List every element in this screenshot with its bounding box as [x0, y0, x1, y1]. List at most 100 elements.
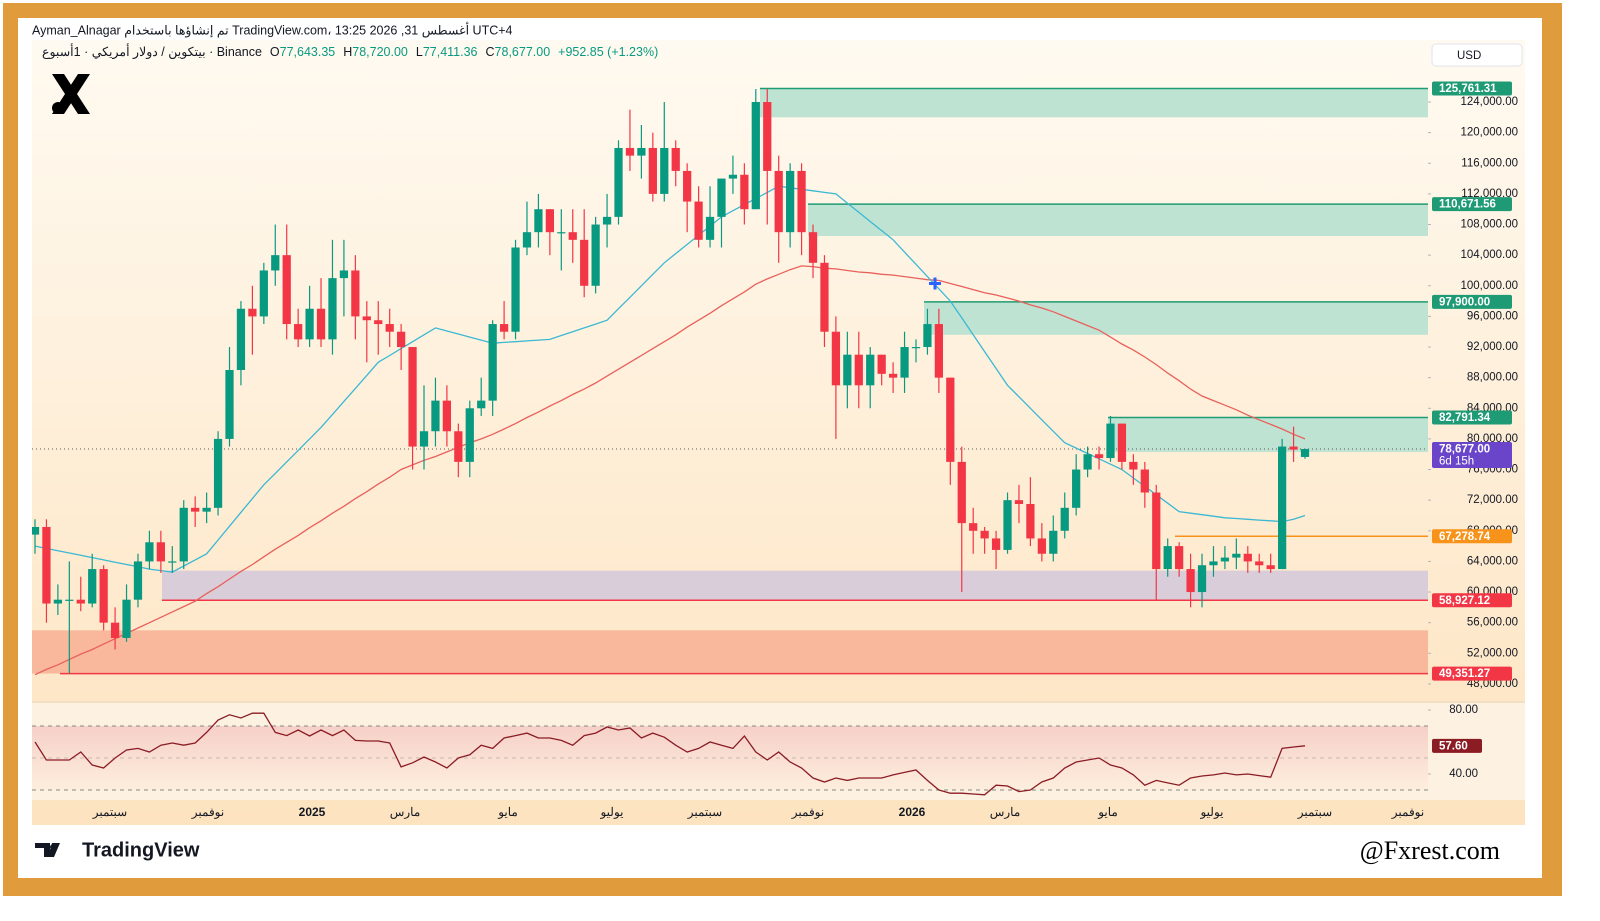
- x-tick-label: 2025: [299, 805, 326, 819]
- currency-button[interactable]: [1431, 43, 1523, 67]
- candle-body: [1220, 557, 1230, 562]
- candle-body: [568, 232, 577, 240]
- rsi-tag-label: 57.60: [1439, 740, 1468, 752]
- candle-body: [419, 431, 429, 447]
- candle-body: [133, 561, 143, 600]
- candle-body: [683, 170, 692, 202]
- candle-body: [866, 354, 875, 386]
- candle-body: [522, 232, 532, 248]
- candle-body: [946, 377, 955, 462]
- x-tick-label: نوفمبر: [191, 805, 224, 819]
- y-tick-label: 108,000.00: [1460, 219, 1518, 231]
- price-tag-label: 97,900.00: [1439, 296, 1490, 308]
- price-tag: [1432, 410, 1512, 425]
- candle-body: [53, 599, 63, 604]
- ohlc-l-value: 77,411.36: [423, 45, 478, 59]
- candle-body: [1094, 454, 1104, 459]
- candle-body: [431, 400, 440, 432]
- rsi-tick-label: 80.00: [1449, 704, 1478, 716]
- candle-body: [717, 178, 726, 217]
- candle-body: [980, 530, 989, 539]
- x-tick-label: مارس: [390, 805, 421, 819]
- y-tick-label: 96,000.00: [1467, 310, 1518, 322]
- candle-body: [1163, 546, 1172, 570]
- zone: [924, 301, 1428, 335]
- brand: TradingView: [82, 839, 200, 861]
- y-tick-label: 92,000.00: [1467, 341, 1518, 353]
- x-tick-label: يوليو: [1199, 805, 1223, 819]
- candle-body: [271, 255, 280, 271]
- candle-body: [1186, 569, 1195, 593]
- candle-body: [454, 431, 463, 462]
- zone: [760, 88, 1428, 118]
- candle-body: [465, 408, 474, 462]
- ma-slow-line: [34, 265, 1306, 676]
- y-tick-label: 52,000.00: [1467, 647, 1518, 659]
- candle-body: [602, 216, 612, 225]
- candle-body: [877, 354, 886, 374]
- y-tick-label: 56,000.00: [1467, 617, 1518, 629]
- candle-body: [1197, 565, 1207, 593]
- candle-body: [362, 316, 371, 321]
- y-tick-label: 48,000.00: [1467, 678, 1518, 690]
- candle-body: [1003, 500, 1012, 550]
- x-tick-label: 2026: [899, 805, 926, 819]
- candle-body: [374, 320, 383, 325]
- axes: 124,000.00 120,000.00 116,000.00 112,000.00…: [32, 81, 1518, 819]
- currency: USD: [1457, 50, 1481, 62]
- candle-body: [442, 400, 452, 432]
- ohlc-c: C: [486, 45, 495, 59]
- candle-body: [88, 569, 97, 604]
- candle-body: [1152, 492, 1161, 570]
- ma-fast-line: [34, 185, 1306, 573]
- candle-body: [156, 542, 165, 562]
- candle-body: [282, 255, 291, 325]
- candle-body: [1277, 446, 1287, 570]
- candle-body: [580, 239, 589, 286]
- candle-body: [1106, 423, 1115, 459]
- candle-body: [614, 147, 623, 217]
- candle-body: [1072, 469, 1081, 508]
- candle-body: [591, 224, 600, 286]
- x-tick-label: مايو: [1097, 805, 1118, 819]
- candle-body: [1060, 507, 1069, 531]
- candle-body: [351, 270, 360, 317]
- y-tick-label: 80,000.00: [1467, 433, 1518, 445]
- candle-body: [728, 174, 738, 179]
- candle-body: [900, 347, 909, 378]
- candle-body: [774, 170, 783, 233]
- price-tag-label: 58,927.12: [1439, 595, 1490, 607]
- ohlc-h-value: 78,720.00: [352, 45, 408, 59]
- candle-body: [797, 170, 806, 233]
- candle-body: [934, 324, 943, 378]
- logo-x: [52, 74, 90, 114]
- y-tick-label: 104,000.00: [1460, 249, 1518, 261]
- rsi-tag: [1432, 738, 1482, 753]
- candle-body: [397, 331, 406, 348]
- price-tag: [1432, 294, 1512, 309]
- candle-body: [213, 438, 223, 508]
- y-tick-label: 116,000.00: [1461, 157, 1518, 169]
- candle-body: [32, 526, 40, 535]
- candle-body: [316, 308, 326, 340]
- ohlc-h: H: [343, 45, 352, 59]
- candle-body: [786, 170, 795, 233]
- price-tag-label: 67,278.74: [1439, 531, 1491, 543]
- price-tag: [1432, 81, 1512, 96]
- y-tick-label: 100,000.00: [1460, 280, 1518, 292]
- candle-body: [1232, 553, 1241, 558]
- candle-body: [99, 569, 108, 623]
- ohlc-o-value: 77,643.35: [280, 45, 336, 59]
- price-tag: [1432, 442, 1512, 469]
- candle-body: [499, 324, 509, 332]
- attribution: Ayman_Alnagar تم إنشاؤها باستخدام Tradin…: [32, 21, 513, 38]
- candle-body: [202, 507, 211, 512]
- candle-body: [545, 209, 554, 233]
- rsi-tick-label: 40.00: [1449, 768, 1478, 780]
- ohlc-o: O: [270, 45, 280, 59]
- price-tag: [1432, 593, 1512, 608]
- tradingview-logo: [35, 843, 60, 857]
- change: +952.85 (+1.23%): [558, 45, 658, 59]
- y-tick-label: 124,000.00: [1460, 96, 1518, 108]
